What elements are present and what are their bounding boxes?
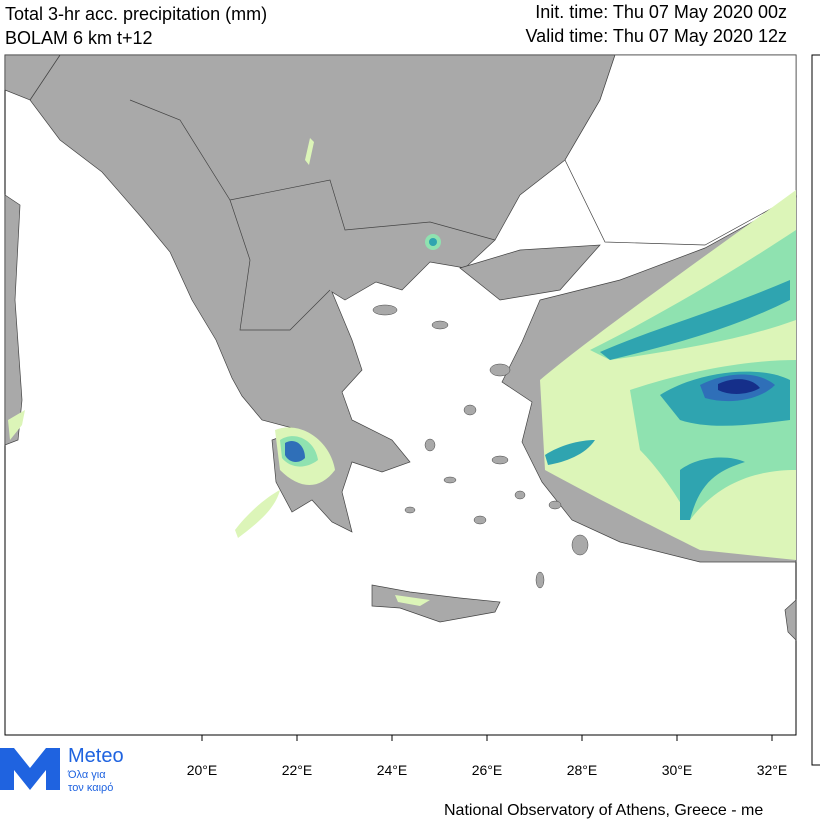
- lon-label: 26°E: [472, 762, 503, 778]
- map: [4, 54, 820, 766]
- subtitle: BOLAM 6 km t+12: [5, 28, 153, 48]
- lon-label: 22°E: [282, 762, 313, 778]
- footer-credit: National Observatory of Athens, Greece -…: [444, 802, 763, 819]
- logo-tagline: τον καιρό: [68, 782, 113, 794]
- valid-time: Valid time: Thu 07 May 2020 12z: [526, 26, 787, 46]
- logo: Meteo Όλα για τον καιρό: [0, 745, 124, 794]
- lon-label: 28°E: [567, 762, 598, 778]
- logo-name: Meteo: [68, 745, 124, 767]
- lon-label: 24°E: [377, 762, 408, 778]
- lon-label: 32°E: [757, 762, 788, 778]
- logo-tagline: Όλα για: [67, 769, 106, 781]
- lon-label: 20°E: [187, 762, 218, 778]
- longitude-labels: 20°E 22°E 24°E 26°E 28°E 30°E 32°E: [187, 735, 788, 778]
- init-time: Init. time: Thu 07 May 2020 00z: [535, 2, 787, 22]
- title: Total 3-hr acc. precipitation (mm): [5, 4, 267, 24]
- lon-label: 30°E: [662, 762, 693, 778]
